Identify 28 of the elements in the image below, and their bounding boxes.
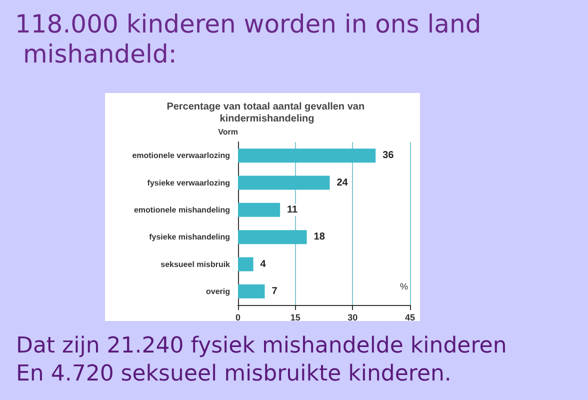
- bar: [238, 257, 254, 272]
- data-label: 7: [272, 286, 278, 297]
- y-tick-label: overig: [206, 286, 230, 296]
- x-tick-label: 15: [290, 312, 300, 322]
- chart-subtitle: Percentage van totaal aantal gevallen van kindermishandeling: [166, 102, 368, 124]
- data-label: 24: [336, 177, 348, 188]
- x-axis-title: %: [400, 282, 408, 292]
- data-label: 11: [287, 204, 298, 216]
- y-tick-label: emotionele verwaarlozing: [132, 151, 230, 160]
- x-tick-label: 0: [235, 312, 241, 322]
- data-label: 18: [314, 232, 326, 243]
- data-label: 4: [260, 258, 266, 270]
- bar: [238, 176, 330, 190]
- text: En 4.720 seksueel misbruikte kinderen.: [16, 362, 452, 386]
- data-label: 36: [382, 150, 394, 162]
- bar: [238, 148, 376, 163]
- x-tick-label: 30: [348, 312, 358, 322]
- bar: [238, 284, 265, 298]
- x-tick-label: 45: [404, 312, 416, 322]
- y-tick-label: fysieke mishandeling: [149, 232, 230, 242]
- y-tick-label: seksueel misbruik: [160, 260, 231, 269]
- y-tick-label: fysieke verwaarlozing: [147, 178, 230, 188]
- y-axis-title: Vorm: [218, 128, 238, 136]
- chart-title: 118.000 kinderen worden in ons land mishandeld:: [15, 10, 482, 68]
- text: Dat zijn 21.240 fysiek mishandelde kinderen: [16, 334, 507, 358]
- y-tick-label: emotionele mishandeling: [134, 205, 230, 214]
- bar: [238, 230, 307, 244]
- bar: [238, 202, 280, 217]
